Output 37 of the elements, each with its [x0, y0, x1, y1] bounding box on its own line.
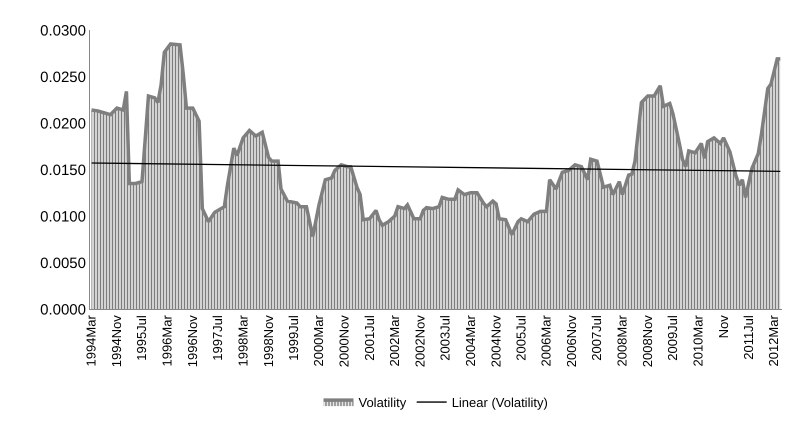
- x-tick-label: 2006Mar: [538, 314, 554, 367]
- x-tick-label: 2003Jul: [438, 315, 453, 361]
- x-tick-label: 1997Jul: [210, 315, 226, 361]
- x-tick-label: 2007Jul: [589, 315, 604, 361]
- x-tick-label: 2009Jul: [665, 315, 680, 361]
- x-tick-label: 1995Jul: [134, 315, 150, 361]
- x-tick-label: 2002Nov: [412, 314, 428, 368]
- x-tick-label: 2006Nov: [564, 314, 580, 368]
- y-tick-label: 0.0150: [40, 162, 86, 179]
- y-tick-label: 0.0250: [40, 68, 86, 86]
- x-tick-label: 2011Jul: [740, 315, 756, 360]
- y-tick-label: 0.0050: [40, 254, 86, 272]
- x-tick-label: 2005Jul: [513, 315, 528, 361]
- legend-label: Volatility: [358, 395, 407, 410]
- x-tick-label: 2001Jul: [362, 315, 377, 361]
- x-tick-label: 1996Mar: [160, 314, 175, 367]
- x-tick-label: 1996Nov: [184, 314, 200, 368]
- x-tick-label: 2010Mar: [690, 314, 706, 367]
- x-tick-label: 1994Mar: [84, 314, 99, 367]
- x-tick-label: 1999Jul: [286, 315, 301, 361]
- x-tick-label: 2002Mar: [387, 314, 402, 367]
- x-tick-label: 2000Nov: [336, 314, 352, 368]
- y-tick-label: 0.0000: [40, 301, 86, 318]
- x-tick-label: 2004Mar: [462, 314, 478, 367]
- x-tick-label: 2008Mar: [614, 314, 630, 367]
- x-tick-label: Nov: [716, 314, 731, 338]
- y-tick-label: 0.0100: [40, 208, 86, 226]
- y-tick-label: 0.0200: [40, 115, 86, 132]
- x-tick-label: 2008Nov: [640, 314, 655, 368]
- x-tick-label: 2004Nov: [488, 314, 504, 368]
- x-tick-label: 1998Mar: [235, 314, 250, 367]
- x-tick-label: 2000Mar: [311, 314, 326, 367]
- x-tick-label: 1998Nov: [260, 314, 276, 368]
- x-tick-label: 1994Nov: [109, 314, 124, 368]
- x-tick-label: 2012Mar: [766, 314, 782, 367]
- legend-label: Linear (Volatility): [452, 395, 548, 410]
- y-tick-label: 0.0300: [40, 22, 86, 40]
